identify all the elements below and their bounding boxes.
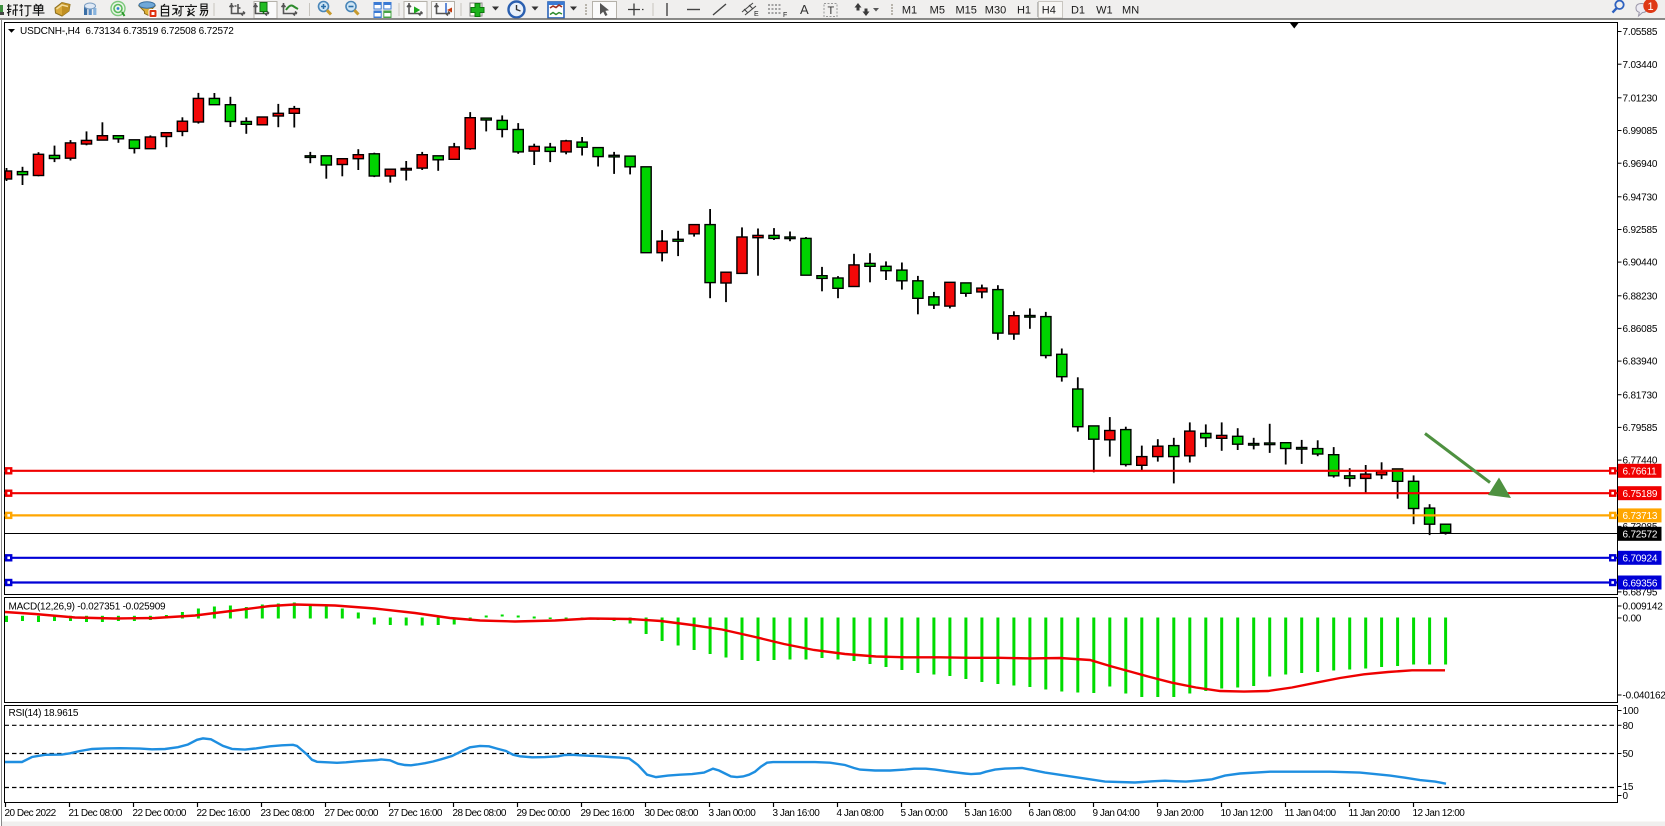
svg-text:6.68795: 6.68795	[1623, 588, 1658, 599]
svg-text:D1: D1	[1071, 5, 1085, 17]
svg-text:9 Jan 20:00: 9 Jan 20:00	[1157, 808, 1205, 819]
svg-text:5 Jan 16:00: 5 Jan 16:00	[965, 808, 1013, 819]
svg-text:0.009142: 0.009142	[1623, 602, 1664, 613]
svg-text:10 Jan 12:00: 10 Jan 12:00	[1221, 808, 1274, 819]
svg-text:6.92585: 6.92585	[1623, 225, 1658, 236]
svg-text:USDCNH-,H4 6.73134 6.73519 6.: USDCNH-,H4 6.73134 6.73519 6.72508 6.725…	[20, 26, 234, 37]
svg-text:7.03440: 7.03440	[1623, 60, 1658, 71]
svg-text:-0.040162: -0.040162	[1623, 691, 1665, 702]
svg-text:E: E	[754, 11, 759, 18]
svg-text:23 Dec 08:00: 23 Dec 08:00	[261, 808, 315, 819]
svg-text:H1: H1	[1017, 5, 1031, 17]
svg-text:F: F	[783, 12, 787, 19]
svg-text:15: 15	[1623, 782, 1634, 793]
svg-text:M5: M5	[930, 5, 945, 17]
svg-text:MN: MN	[1122, 5, 1139, 17]
svg-text:6.76611: 6.76611	[1623, 467, 1658, 478]
svg-text:W1: W1	[1096, 5, 1113, 17]
svg-text:29 Dec 16:00: 29 Dec 16:00	[581, 808, 635, 819]
svg-text:M15: M15	[955, 5, 976, 17]
svg-text:6.69356: 6.69356	[1623, 578, 1658, 589]
svg-text:M30: M30	[985, 5, 1006, 17]
svg-text:6.72572: 6.72572	[1623, 530, 1658, 541]
svg-text:29 Dec 00:00: 29 Dec 00:00	[517, 808, 571, 819]
svg-text:6.96940: 6.96940	[1623, 159, 1658, 170]
svg-text:9 Jan 04:00: 9 Jan 04:00	[1093, 808, 1141, 819]
svg-text:4 Jan 08:00: 4 Jan 08:00	[837, 808, 885, 819]
svg-text:11 Jan 20:00: 11 Jan 20:00	[1349, 808, 1401, 819]
svg-text:20 Dec 2022: 20 Dec 2022	[5, 808, 57, 819]
svg-text:MACD(12,26,9) -0.027351 -0.025: MACD(12,26,9) -0.027351 -0.025909	[9, 602, 167, 613]
svg-text:6.90440: 6.90440	[1623, 258, 1658, 269]
svg-text:3 Jan 00:00: 3 Jan 00:00	[709, 808, 757, 819]
svg-text:6.75189: 6.75189	[1623, 489, 1658, 500]
svg-text:6.79585: 6.79585	[1623, 423, 1658, 434]
svg-text:50: 50	[1623, 749, 1634, 760]
svg-text:6 Jan 08:00: 6 Jan 08:00	[1029, 808, 1077, 819]
svg-text:H4: H4	[1042, 5, 1056, 17]
svg-text:6.86085: 6.86085	[1623, 324, 1658, 335]
svg-text:22 Dec 16:00: 22 Dec 16:00	[197, 808, 251, 819]
svg-text:11 Jan 04:00: 11 Jan 04:00	[1285, 808, 1337, 819]
svg-text:0.00: 0.00	[1623, 614, 1642, 625]
svg-text:A: A	[800, 2, 809, 17]
svg-text:6.88230: 6.88230	[1623, 291, 1658, 302]
svg-text:M1: M1	[902, 5, 917, 17]
svg-text:T: T	[828, 5, 835, 17]
svg-text:22 Dec 00:00: 22 Dec 00:00	[133, 808, 187, 819]
svg-text:5 Jan 00:00: 5 Jan 00:00	[901, 808, 949, 819]
svg-text:6.73713: 6.73713	[1623, 511, 1658, 522]
svg-text:7.05585: 7.05585	[1623, 27, 1658, 38]
svg-text:27 Dec 16:00: 27 Dec 16:00	[389, 808, 443, 819]
svg-text:21 Dec 08:00: 21 Dec 08:00	[69, 808, 123, 819]
svg-text:30 Dec 08:00: 30 Dec 08:00	[645, 808, 699, 819]
svg-text:27 Dec 00:00: 27 Dec 00:00	[325, 808, 379, 819]
svg-text:3 Jan 16:00: 3 Jan 16:00	[773, 808, 821, 819]
svg-text:0: 0	[1623, 791, 1629, 802]
svg-text:1: 1	[1647, 1, 1653, 13]
svg-text:6.83940: 6.83940	[1623, 357, 1658, 368]
svg-text:100: 100	[1623, 706, 1640, 717]
svg-text:12 Jan 12:00: 12 Jan 12:00	[1413, 808, 1466, 819]
svg-text:6.99085: 6.99085	[1623, 126, 1658, 137]
svg-text:RSI(14) 18.9615: RSI(14) 18.9615	[9, 708, 79, 719]
svg-text:6.70924: 6.70924	[1623, 554, 1658, 565]
svg-text:6.94730: 6.94730	[1623, 192, 1658, 203]
svg-text:80: 80	[1623, 721, 1634, 732]
svg-text:7.01230: 7.01230	[1623, 93, 1658, 104]
svg-text:28 Dec 08:00: 28 Dec 08:00	[453, 808, 507, 819]
svg-text:6.77440: 6.77440	[1623, 456, 1658, 467]
svg-text:6.81730: 6.81730	[1623, 390, 1658, 401]
